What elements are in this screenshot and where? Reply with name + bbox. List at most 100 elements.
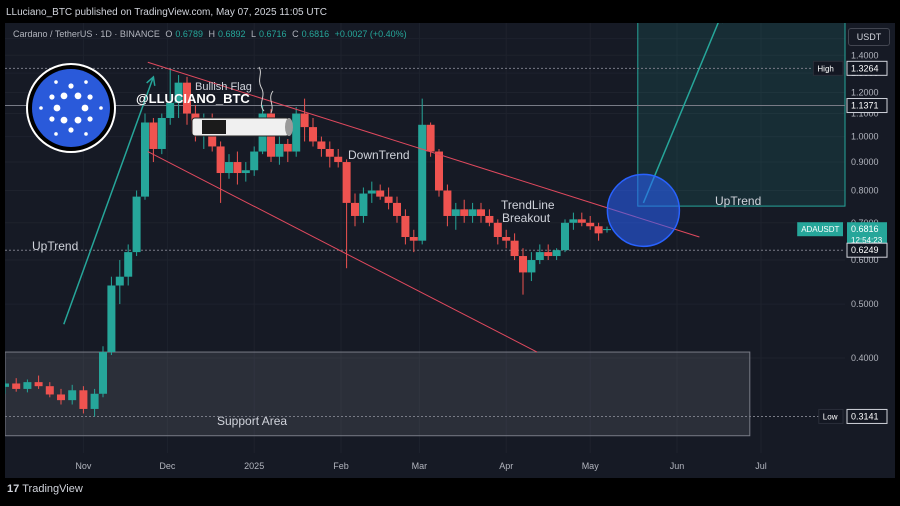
- candle-body[interactable]: [359, 193, 368, 216]
- candle-body[interactable]: [351, 202, 359, 216]
- symbol-info-line[interactable]: Cardano / TetherUS · 1D · BINANCE O 0.678…: [13, 29, 410, 39]
- candle-body[interactable]: [493, 222, 502, 237]
- candle-body[interactable]: [124, 252, 133, 277]
- candle-body[interactable]: [241, 170, 250, 174]
- candle-body[interactable]: [107, 285, 116, 353]
- price-chart[interactable]: Support Area UpTrend UpTrend DownTrend T…: [5, 23, 895, 478]
- candle-body[interactable]: [451, 209, 460, 216]
- price-tag-value-box[interactable]: [847, 222, 887, 247]
- candle-body[interactable]: [34, 382, 43, 387]
- publisher-line: LLuciano_BTC published on TradingView.co…: [6, 7, 327, 18]
- candle-body[interactable]: [342, 162, 351, 203]
- candle-body[interactable]: [283, 143, 292, 152]
- candle-body[interactable]: [586, 222, 595, 227]
- price-tag-name-box: [812, 60, 844, 76]
- symbol-name[interactable]: Cardano / TetherUS · 1D · BINANCE: [13, 29, 160, 39]
- price-tag-value-box[interactable]: [846, 408, 888, 424]
- candle-body[interactable]: [502, 236, 511, 241]
- candle-body[interactable]: [552, 250, 561, 257]
- candle-body[interactable]: [401, 215, 410, 237]
- price-tag-value-box[interactable]: [846, 60, 888, 76]
- candle-body[interactable]: [409, 236, 418, 241]
- price-tag-value: 0.6249: [851, 245, 879, 255]
- candle-body[interactable]: [443, 190, 452, 216]
- price-tick-label: 0.6000: [851, 255, 879, 265]
- candle-body[interactable]: [275, 143, 284, 157]
- candle-body[interactable]: [334, 156, 343, 163]
- candle-body[interactable]: [426, 124, 435, 152]
- candle-body[interactable]: [132, 196, 141, 253]
- candle-body[interactable]: [393, 202, 401, 216]
- price-tag-name: ADAUSDT: [801, 225, 839, 234]
- price-tag-name-box: [797, 222, 843, 237]
- candle-body[interactable]: [435, 151, 443, 191]
- candle-body[interactable]: [544, 252, 553, 257]
- candle-body[interactable]: [300, 113, 309, 128]
- uptrend-arrow-right[interactable]: [642, 23, 721, 204]
- open-label: O: [165, 29, 173, 39]
- price-tag-value: 1.3264: [851, 63, 879, 73]
- candle-body[interactable]: [250, 151, 259, 171]
- candle-body[interactable]: [149, 122, 158, 149]
- price-tag-value-box[interactable]: [846, 242, 888, 258]
- price-tick-label: 1.0000: [851, 132, 879, 142]
- candle-body[interactable]: [233, 162, 242, 174]
- candle-body[interactable]: [485, 215, 494, 223]
- candle-body[interactable]: [460, 209, 469, 216]
- candle-body[interactable]: [569, 219, 578, 223]
- candle-body[interactable]: [141, 122, 149, 197]
- price-tag-value: 1.1371: [851, 101, 879, 111]
- candle-body[interactable]: [384, 196, 393, 203]
- candle-body[interactable]: [99, 352, 107, 394]
- candle-body[interactable]: [325, 148, 334, 157]
- candle-body[interactable]: [23, 382, 32, 389]
- candle-body[interactable]: [418, 124, 427, 241]
- high-label: H: [208, 29, 215, 39]
- uptrend-arrow-left-head: [146, 75, 156, 86]
- target-box[interactable]: [637, 23, 846, 207]
- chart-panel[interactable]: Support Area UpTrend UpTrend DownTrend T…: [5, 23, 895, 478]
- candle-body[interactable]: [45, 386, 54, 395]
- candle-body[interactable]: [603, 229, 611, 231]
- candle-body[interactable]: [115, 276, 124, 286]
- candle-body[interactable]: [157, 117, 166, 149]
- currency-button[interactable]: USDT: [848, 28, 890, 46]
- time-tick-label: Feb: [333, 461, 349, 471]
- candle-body[interactable]: [594, 226, 603, 234]
- candle-body[interactable]: [225, 162, 233, 174]
- candle-body[interactable]: [292, 113, 301, 152]
- candle-body[interactable]: [166, 102, 175, 118]
- candle-body[interactable]: [309, 127, 317, 142]
- candle-body[interactable]: [183, 82, 191, 114]
- candle-body[interactable]: [468, 209, 477, 216]
- candle-body[interactable]: [90, 393, 99, 409]
- change-value: +0.0027 (+0.40%): [334, 29, 407, 39]
- candle-body[interactable]: [519, 256, 527, 273]
- channel-lower-line[interactable]: [147, 151, 538, 353]
- candle-body[interactable]: [477, 209, 485, 216]
- candle-body[interactable]: [561, 222, 569, 251]
- breakout-circle[interactable]: [606, 173, 681, 248]
- candle-body[interactable]: [174, 82, 183, 103]
- candle-body[interactable]: [367, 190, 376, 194]
- candle-body[interactable]: [376, 190, 385, 197]
- tradingview-logo[interactable]: 17 TradingView: [7, 483, 83, 495]
- price-tag-value-box[interactable]: [846, 98, 888, 114]
- uptrend-arrow-left[interactable]: [63, 76, 155, 325]
- candle-body[interactable]: [216, 146, 225, 174]
- candle-body[interactable]: [527, 260, 536, 273]
- time-axis: Nov Dec 2025 Feb Mar Apr May Jun Jul: [75, 461, 766, 471]
- candle-body[interactable]: [5, 383, 9, 387]
- candle-body[interactable]: [535, 252, 544, 261]
- candle-body[interactable]: [12, 383, 21, 389]
- candle-body[interactable]: [79, 390, 88, 409]
- candle-body[interactable]: [57, 394, 65, 401]
- support-area-box[interactable]: [5, 351, 751, 437]
- candle-body[interactable]: [317, 141, 326, 149]
- candle-body[interactable]: [68, 390, 77, 401]
- candle-body[interactable]: [577, 219, 586, 223]
- time-tick-label: May: [582, 461, 600, 471]
- candle-body[interactable]: [510, 240, 519, 257]
- bullish-flag-label: Bullish Flag: [195, 81, 252, 93]
